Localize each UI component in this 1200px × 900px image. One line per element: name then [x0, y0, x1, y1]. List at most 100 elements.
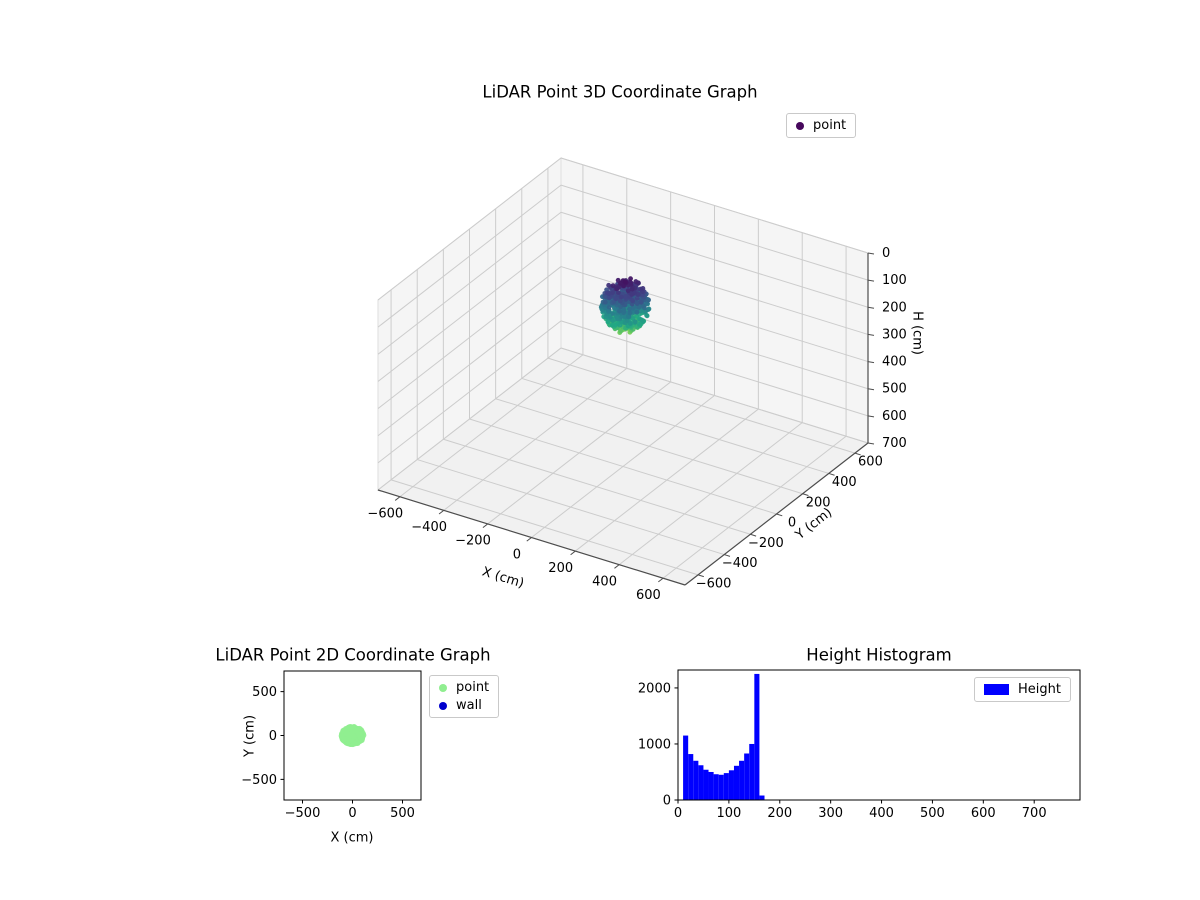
scatter-point [640, 303, 646, 309]
grid-line [377, 266, 562, 409]
tick-mark [828, 472, 835, 476]
grid-line [377, 239, 562, 382]
tick-label: 100 [716, 806, 741, 821]
scatter-point [602, 299, 608, 305]
tick-mark [867, 279, 875, 282]
grid-line [487, 381, 671, 525]
tick-label: 400 [869, 806, 894, 821]
scatter-point [623, 294, 629, 299]
tick-mark [854, 452, 861, 456]
grid-line [377, 320, 562, 464]
tick-label: 300 [818, 806, 843, 821]
hist-bar [713, 774, 719, 800]
tick-mark [394, 496, 401, 501]
tick-label: 700 [882, 436, 907, 451]
hist-bar [744, 753, 750, 800]
hist-bar [754, 673, 760, 800]
scatter-point [645, 307, 651, 312]
tick-label: 600 [882, 409, 907, 424]
tick-mark [570, 550, 576, 556]
grid-line [399, 354, 584, 498]
tick-label: 500 [882, 382, 907, 397]
plot2d-legend-label-point: point [456, 680, 490, 695]
scatter-point [633, 279, 639, 284]
scatter-point [630, 298, 636, 304]
scatter-point [350, 740, 357, 747]
scatter-point [629, 286, 635, 292]
scatter-point [606, 304, 612, 310]
plot2d-title: LiDAR Point 2D Coordinate Graph [215, 645, 491, 665]
plot2d-legend-entry-point: point [439, 680, 489, 695]
tick-mark [724, 554, 731, 557]
grid-line [560, 157, 869, 254]
tick-mark [867, 442, 875, 445]
wall-marker-icon [439, 701, 447, 710]
tick-mark [776, 513, 783, 517]
tick-label: 500 [920, 806, 945, 821]
grid-line [377, 184, 562, 328]
tick-mark [438, 509, 445, 515]
tick-label: −600 [696, 576, 732, 591]
scatter-point [627, 306, 632, 312]
tick-label: 700 [1022, 806, 1047, 821]
scatter-point [634, 309, 640, 315]
scatter-point [635, 291, 641, 297]
tick-label: 300 [882, 327, 907, 342]
tick-label: 0 [674, 806, 682, 821]
scatter-point [617, 322, 623, 328]
tick-label: 1000 [638, 737, 671, 752]
scatter-point [632, 319, 638, 325]
scatter-point [607, 314, 613, 320]
scatter-point [610, 283, 616, 289]
scatter-point [628, 280, 634, 286]
tick-label: 200 [882, 300, 907, 315]
tick-label: 2000 [638, 681, 671, 696]
tick-label: 500 [252, 685, 277, 700]
height-patch-icon [984, 684, 1009, 695]
grid-line [560, 320, 869, 417]
hist-bar [693, 760, 699, 800]
grid-line [560, 211, 869, 308]
tick-mark [614, 564, 620, 569]
scatter-point [619, 314, 624, 320]
scatter-point [621, 307, 627, 313]
scatter-point [646, 297, 651, 303]
plot3d-zlabel: H (cm) [909, 311, 925, 355]
tick-mark [482, 523, 488, 528]
tick-label: 200 [548, 561, 573, 576]
scatter-point [618, 294, 624, 300]
hist-bar [708, 771, 714, 800]
hist-bar [688, 754, 694, 800]
scatter-point [644, 313, 650, 319]
tick-label: 100 [882, 273, 907, 288]
tick-mark [697, 574, 704, 578]
scatter-point [348, 731, 355, 738]
histogram-legend-entry: Height [984, 682, 1061, 697]
histogram-legend-label: Height [1018, 682, 1061, 697]
grid-line [443, 367, 628, 511]
tick-mark [526, 537, 532, 542]
scatter-point [628, 276, 633, 282]
grid-line [560, 238, 869, 335]
tick-label: 500 [390, 806, 415, 821]
scatter-point [617, 308, 622, 314]
scatter-point [640, 285, 646, 291]
point-marker-icon [439, 683, 447, 692]
tick-label: 0 [513, 547, 521, 562]
plot2d-axes: −500 0 500 −500 0 500 [241, 670, 422, 821]
scatter-point [629, 292, 635, 297]
tick-mark [867, 415, 875, 418]
scatter-point [625, 288, 631, 294]
tick-mark [802, 493, 809, 496]
tick-label: 0 [348, 806, 356, 821]
hist-bar [723, 773, 729, 800]
grid-line [560, 266, 869, 363]
tick-label: 0 [788, 516, 796, 531]
plot3d-legend: point [786, 113, 857, 138]
scatter-point [639, 317, 645, 323]
scatter-point [344, 730, 351, 737]
plot3d-title: LiDAR Point 3D Coordinate Graph [482, 82, 758, 102]
histogram-title: Height Histogram [806, 645, 952, 665]
scatter-point [638, 299, 644, 305]
